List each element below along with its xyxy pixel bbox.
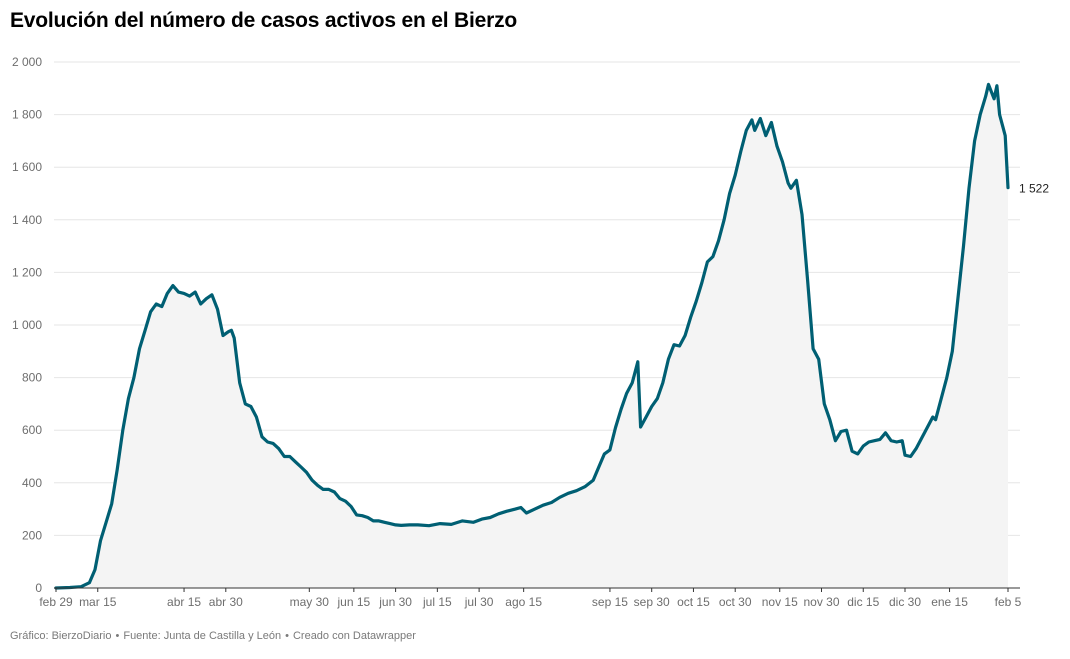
x-tick-label: feb 29 [39,595,73,609]
x-tick-label: oct 15 [677,595,710,609]
series-line-path [54,82,1010,590]
x-tick-label: oct 30 [719,595,752,609]
x-tick-label: dic 15 [847,595,879,609]
series-area-fill [56,84,1008,589]
x-tick-label: mar 15 [79,595,117,609]
end-value-label: 1 522 [1019,182,1049,196]
x-tick-label: abr 15 [167,595,201,609]
y-tick-label: 0 [35,581,42,595]
y-tick-label: 600 [22,423,42,437]
x-tick-label: jun 30 [378,595,412,609]
x-tick-label: jun 15 [336,595,370,609]
x-axis-ticks: feb 29 mar 15 abr 15 abr 30 may 30 jun 15 jun … [39,588,1022,609]
x-tick-label: ene 15 [931,595,968,609]
footer-graphic-credit: Gráfico: BierzoDiario [10,630,112,642]
y-tick-label: 1 200 [12,265,42,279]
x-tick-label: may 30 [290,595,330,609]
chart-title: Evolución del número de casos activos en… [10,9,517,32]
x-tick-label: jul 30 [464,595,494,609]
x-tick-label: dic 30 [889,595,921,609]
x-tick-label: sep 15 [592,595,628,609]
x-tick-label: jul 15 [422,595,452,609]
y-tick-label: 1 800 [12,108,42,122]
y-tick-label: 1 400 [12,213,42,227]
chart-footer: Gráfico: BierzoDiario • Fuente: Junta de C… [10,630,416,642]
footer-source: Fuente: Junta de Castilla y León [123,630,282,642]
footer-separator: • [115,630,120,642]
x-tick-label: ago 15 [505,595,542,609]
y-axis-ticks: 0 200 400 600 800 1 000 1 200 1 400 1 600 1 800 2 … [12,55,42,595]
y-tick-label: 800 [22,371,42,385]
end-label-group: 1 522 [1019,182,1049,196]
series-area [56,84,1008,589]
footer-tool: Creado con Datawrapper [292,630,416,642]
x-tick-label: nov 30 [803,595,839,609]
x-tick-label: sep 30 [634,595,670,609]
x-tick-label: abr 30 [209,595,243,609]
y-tick-label: 2 000 [12,55,42,69]
y-tick-label: 400 [22,476,42,490]
y-tick-label: 1 600 [12,160,42,174]
footer-separator: • [285,630,289,642]
y-tick-label: 1 000 [12,318,42,332]
chart-area: 0 200 400 600 800 1 000 1 200 1 400 1 600 1 800 2 … [12,55,1049,609]
x-tick-label: nov 15 [762,595,798,609]
x-tick-label: feb 5 [995,595,1022,609]
y-tick-label: 200 [22,528,42,542]
series-line [54,82,1010,590]
